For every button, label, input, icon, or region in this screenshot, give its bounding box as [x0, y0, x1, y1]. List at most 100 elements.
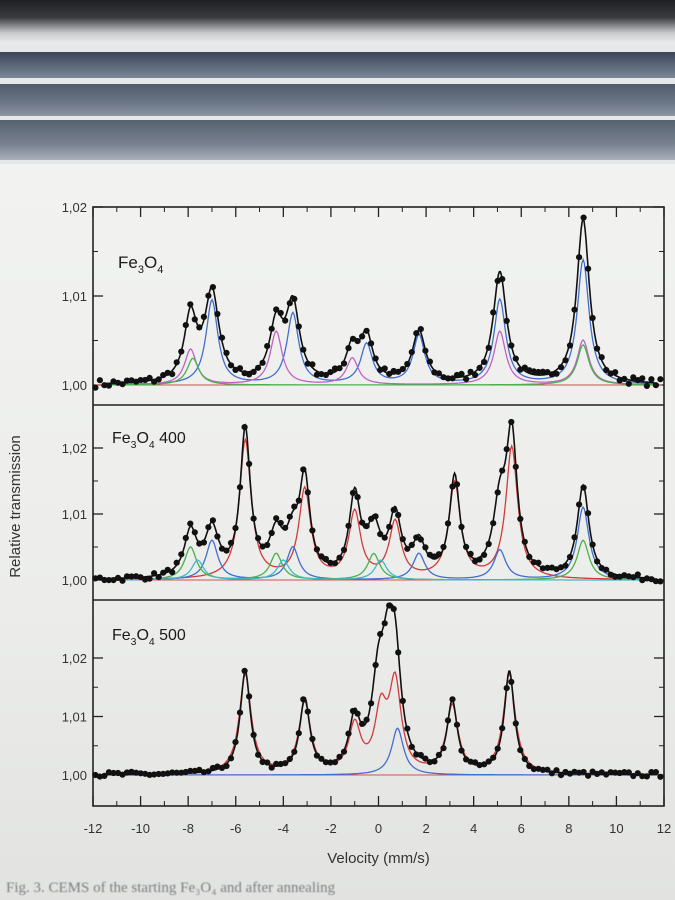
data-point	[476, 556, 483, 563]
data-point	[431, 758, 438, 765]
data-point	[259, 359, 266, 366]
data-point	[151, 570, 158, 577]
data-point	[277, 519, 284, 527]
y-tick-label: 1,02	[62, 441, 87, 456]
data-point	[331, 759, 339, 766]
component-curve	[102, 727, 655, 776]
data-point	[146, 374, 153, 381]
data-point	[349, 335, 357, 342]
data-point	[173, 559, 180, 566]
data-point	[494, 745, 501, 752]
data-point	[264, 759, 271, 766]
data-point	[530, 559, 538, 566]
data-point	[155, 770, 162, 778]
data-point	[562, 357, 569, 364]
data-point	[594, 345, 601, 352]
data-point	[566, 553, 574, 561]
data-point	[512, 720, 519, 727]
screen-band	[0, 120, 675, 160]
data-point	[422, 347, 429, 354]
component-curve	[102, 437, 655, 581]
data-point	[585, 510, 592, 517]
data-point	[264, 343, 271, 350]
data-point	[634, 571, 641, 578]
y-axis-label: Relative transmission	[7, 435, 24, 578]
data-point	[291, 503, 298, 510]
data-point	[105, 577, 112, 584]
panel-label-part: 500	[155, 627, 186, 644]
data-point	[508, 342, 515, 349]
data-point	[643, 382, 651, 389]
spectrum-panel: 1,00 1,01 1,02 Fe3O4	[62, 200, 664, 393]
data-point	[517, 747, 524, 754]
panel-label-part: Fe	[112, 430, 131, 447]
x-tick-label: -10	[131, 821, 150, 836]
data-point	[566, 342, 574, 349]
data-point	[327, 559, 334, 566]
data-point	[268, 325, 275, 332]
data-point	[336, 365, 343, 372]
data-point	[309, 361, 316, 368]
data-point	[155, 376, 162, 383]
data-point	[399, 365, 406, 373]
data-point	[417, 536, 424, 543]
data-point	[643, 773, 651, 780]
data-point	[444, 520, 452, 527]
data-point	[101, 576, 108, 584]
data-point	[657, 376, 664, 383]
data-point	[526, 553, 533, 561]
data-point	[648, 376, 655, 383]
data-point	[264, 541, 271, 549]
fit-envelope	[102, 216, 655, 385]
data-point	[422, 544, 429, 551]
data-point	[137, 770, 144, 777]
data-point	[467, 550, 474, 558]
data-point	[331, 365, 339, 372]
panel-label-part: 4	[149, 440, 155, 451]
data-point	[539, 368, 547, 375]
data-point	[444, 375, 452, 382]
data-point	[372, 355, 379, 362]
panel-label-part: O	[136, 430, 148, 447]
data-point	[282, 524, 289, 531]
data-point	[603, 366, 610, 374]
panel-label-part: Fe	[118, 253, 138, 272]
data-point	[349, 489, 357, 496]
data-point	[227, 539, 235, 547]
data-point	[381, 620, 388, 627]
data-point	[580, 484, 587, 491]
data-point	[340, 360, 348, 367]
data-point	[119, 577, 126, 584]
data-point	[548, 371, 556, 378]
data-point	[255, 535, 262, 542]
data-point	[548, 770, 556, 777]
data-point	[616, 769, 623, 777]
data-point	[110, 769, 117, 777]
data-point	[187, 520, 194, 527]
data-point	[214, 310, 221, 318]
data-point	[336, 554, 343, 561]
data-point	[463, 376, 470, 383]
data-point	[359, 519, 366, 526]
data-point	[309, 735, 316, 743]
data-point	[472, 759, 479, 766]
data-point	[146, 575, 153, 582]
data-point	[630, 772, 637, 780]
data-point	[512, 463, 519, 470]
data-point	[612, 573, 619, 580]
data-point	[277, 309, 284, 317]
x-tick-label: 2	[422, 821, 429, 836]
data-point	[128, 573, 135, 580]
data-point	[119, 381, 126, 388]
data-point	[449, 375, 456, 382]
data-point	[340, 748, 348, 755]
data-point	[435, 370, 442, 377]
data-point	[453, 721, 461, 728]
data-point	[399, 536, 406, 543]
x-tick-label: -6	[230, 821, 242, 836]
y-tick-label: 1,00	[62, 378, 87, 393]
data-point	[246, 693, 253, 700]
data-point	[372, 513, 379, 520]
data-point	[426, 358, 433, 365]
data-point	[458, 747, 465, 754]
